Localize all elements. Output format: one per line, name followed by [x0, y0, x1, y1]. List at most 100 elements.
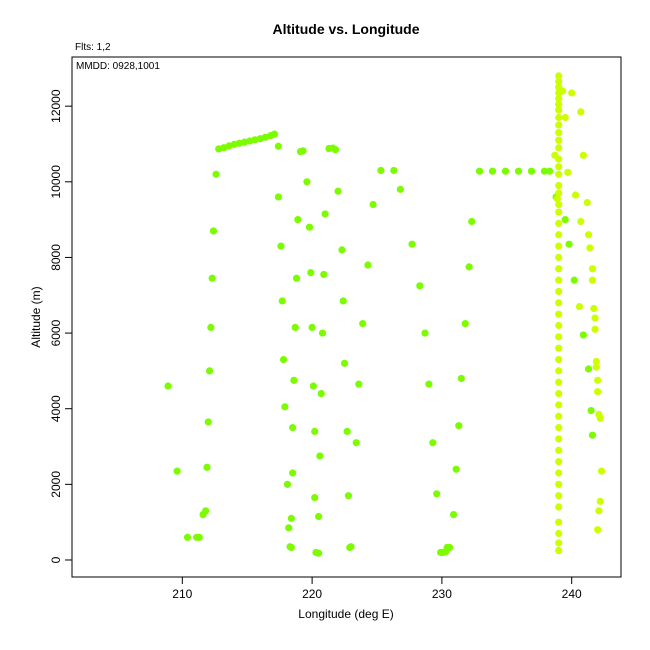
data-point [311, 493, 319, 502]
data-point [568, 89, 576, 97]
data-point [195, 533, 203, 541]
data-point [555, 77, 563, 86]
data-point [583, 199, 591, 207]
y-tick-label: 6000 [49, 319, 63, 346]
data-point [587, 407, 595, 415]
data-point [555, 446, 563, 454]
data-point [270, 130, 279, 138]
x-tick-label: 240 [562, 587, 582, 601]
data-point [555, 355, 563, 364]
x-axis: 210 220 230 240 [172, 576, 582, 601]
data-point [408, 240, 416, 248]
data-point [291, 323, 299, 331]
data-point [314, 549, 323, 557]
data-point [555, 424, 563, 432]
data-point [588, 276, 597, 284]
data-point [318, 329, 327, 337]
data-point [309, 382, 318, 390]
data-point [592, 363, 600, 371]
data-point [555, 412, 563, 420]
data-point [205, 367, 214, 375]
data-point [555, 72, 563, 80]
x-tick-label: 220 [302, 587, 322, 601]
data-point [449, 510, 458, 519]
data-point [527, 167, 536, 175]
data-point [591, 314, 599, 322]
data-point [561, 216, 569, 224]
data-point [596, 497, 604, 505]
data-point [390, 166, 398, 175]
data-point [579, 151, 587, 159]
y-tick-label: 12000 [49, 89, 63, 123]
data-point [279, 355, 288, 364]
data-point [308, 323, 316, 331]
data-point [343, 427, 351, 435]
data-point [377, 166, 385, 175]
data-point [555, 333, 563, 341]
data-point [355, 380, 363, 388]
data-point [555, 299, 563, 307]
data-point [594, 526, 602, 534]
data-point [570, 276, 578, 284]
data-point [555, 480, 563, 488]
data-point [555, 378, 563, 386]
data-point [340, 359, 349, 367]
data-point [558, 87, 567, 95]
data-point [555, 344, 563, 352]
data-point [555, 401, 563, 409]
data-point [555, 136, 563, 144]
data-point [555, 163, 563, 171]
data-point [561, 113, 569, 122]
data-point [359, 320, 367, 328]
data-point [204, 418, 212, 426]
data-point [465, 263, 473, 271]
data-point [577, 217, 585, 226]
data-point [281, 403, 289, 411]
data-point [317, 389, 325, 398]
data-point [457, 374, 465, 383]
data-point [421, 329, 429, 337]
data-point [321, 210, 329, 218]
data-point [164, 382, 172, 390]
data-point [347, 543, 355, 551]
data-point [488, 167, 497, 175]
data-point [565, 240, 573, 248]
data-point [555, 231, 563, 239]
data-point [592, 357, 600, 366]
data-point [446, 543, 454, 552]
data-point [429, 439, 437, 447]
x-tick-label: 230 [432, 587, 452, 601]
data-point [290, 376, 298, 384]
y-tick-label: 4000 [49, 395, 63, 422]
data-point [338, 246, 346, 254]
y-tick-label: 2000 [49, 471, 63, 498]
data-point [555, 95, 563, 103]
data-point [468, 217, 476, 226]
data-point [588, 431, 597, 439]
data-point [274, 142, 282, 150]
data-point [277, 242, 285, 250]
data-point [555, 100, 563, 108]
data-point [555, 113, 563, 122]
chart-title: Altitude vs. Longitude [273, 21, 420, 37]
data-point [555, 546, 563, 555]
data-point [203, 463, 211, 471]
data-point [555, 321, 563, 330]
data-point [285, 524, 293, 532]
data-point [209, 227, 218, 235]
data-point [331, 146, 340, 154]
data-point [452, 465, 460, 473]
data-point [555, 144, 563, 152]
data-point [339, 297, 347, 305]
data-point [597, 467, 606, 475]
data-point [555, 200, 563, 209]
data-point [314, 512, 323, 521]
data-point [555, 529, 563, 538]
data-point [289, 469, 297, 477]
data-point [575, 303, 584, 311]
y-tick-label: 10000 [49, 165, 63, 199]
data-point [555, 435, 563, 443]
x-tick-label: 210 [172, 587, 192, 601]
data-point [584, 365, 593, 373]
